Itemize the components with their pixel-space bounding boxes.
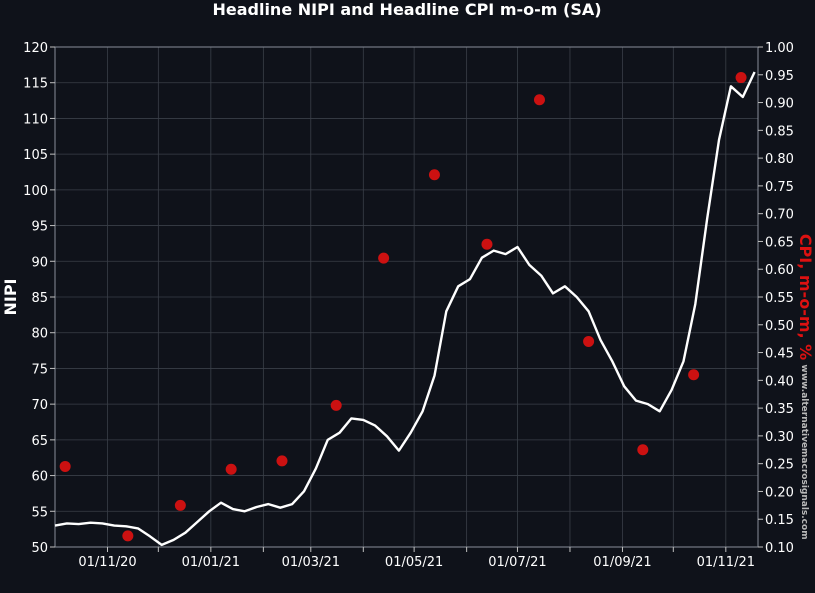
y-tick-left: 85: [31, 291, 48, 306]
y-tick-right: 0.65: [765, 235, 794, 250]
cpi-point: [330, 399, 342, 411]
y-tick-right: 0.25: [765, 458, 794, 473]
y-tick-left: 60: [31, 470, 48, 485]
cpi-point: [688, 369, 700, 381]
x-tick-label: 01/03/21: [282, 555, 340, 570]
y-tick-right: 0.35: [765, 402, 794, 417]
y-tick-right: 0.50: [765, 319, 794, 334]
y-tick-left: 95: [31, 220, 48, 235]
y-tick-left: 110: [23, 112, 48, 127]
y-tick-right: 0.80: [765, 152, 794, 167]
y-tick-right: 0.55: [765, 291, 794, 306]
cpi-point: [225, 463, 237, 475]
y-tick-right: 1.00: [765, 41, 794, 56]
y-tick-right: 0.45: [765, 347, 794, 362]
cpi-point: [533, 94, 545, 106]
y-tick-left: 115: [23, 77, 48, 92]
y-tick-right: 0.40: [765, 374, 794, 389]
y-tick-left: 55: [31, 505, 48, 520]
cpi-point: [583, 335, 595, 347]
y-tick-right: 0.70: [765, 208, 794, 223]
y-tick-left: 105: [23, 148, 48, 163]
y-tick-right: 0.90: [765, 97, 794, 112]
cpi-point: [637, 444, 649, 456]
x-tick-label: 01/09/21: [593, 555, 651, 570]
y-tick-right: 0.85: [765, 124, 794, 139]
y-tick-left: 90: [31, 255, 48, 270]
x-tick-label: 01/11/21: [697, 555, 755, 570]
y-tick-left: 100: [23, 184, 48, 199]
nipi-line: [54, 71, 756, 547]
y-tick-left: 65: [31, 434, 48, 449]
x-tick-label: 01/11/20: [78, 555, 136, 570]
y-axis-right-label: CPI, m-o-m, %: [796, 234, 815, 360]
left-axis: 50 55 60 65 70 75 80 85 90 95 100 105 110 115 120: [23, 41, 55, 556]
y-tick-left: 120: [23, 41, 48, 56]
cpi-point: [276, 455, 288, 467]
y-axis-left-label: NIPI: [1, 278, 20, 315]
cpi-point: [122, 530, 134, 542]
cpi-point: [378, 252, 390, 264]
y-tick-left: 80: [31, 327, 48, 342]
grid: [55, 46, 758, 548]
x-tick-label: 01/07/21: [488, 555, 546, 570]
y-tick-right: 0.75: [765, 180, 794, 195]
cpi-point: [428, 169, 440, 181]
y-tick-right: 0.15: [765, 513, 794, 528]
cpi-point: [481, 238, 493, 250]
chart-title: Headline NIPI and Headline CPI m-o-m (SA…: [212, 0, 601, 19]
watermark: www.alternativemacrosignals.com: [799, 364, 809, 539]
y-tick-right: 0.10: [765, 541, 794, 556]
cpi-point: [59, 460, 71, 472]
y-tick-left: 75: [31, 362, 48, 377]
series-layer: [54, 71, 756, 547]
y-tick-left: 70: [31, 398, 48, 413]
right-axis: 0.10 0.15 0.20 0.25 0.30 0.35 0.40 0.45 0.50 0.55…: [758, 41, 794, 556]
x-tick-label: 01/01/21: [182, 555, 240, 570]
x-axis: 01/11/20 01/01/21 01/03/21 01/05/21 01/07/21…: [78, 547, 755, 570]
y-tick-left: 50: [31, 541, 48, 556]
cpi-point: [174, 499, 186, 511]
x-tick-label: 01/05/21: [385, 555, 443, 570]
y-tick-right: 0.20: [765, 485, 794, 500]
y-tick-right: 0.30: [765, 430, 794, 445]
y-tick-right: 0.60: [765, 263, 794, 278]
cpi-point: [735, 72, 747, 84]
y-tick-right: 0.95: [765, 69, 794, 84]
